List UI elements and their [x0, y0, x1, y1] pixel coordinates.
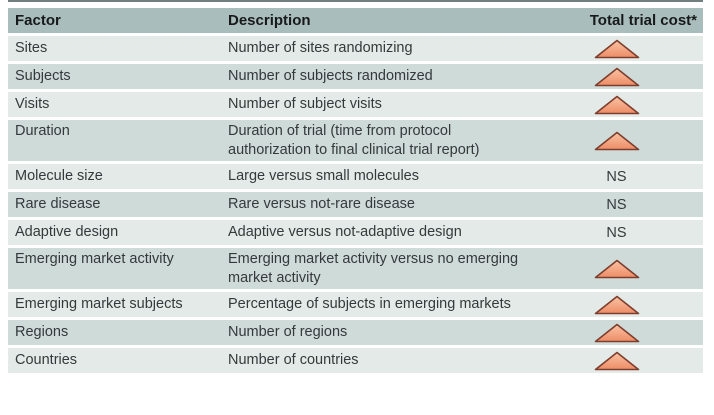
description-cell: Rare versus not-rare disease: [228, 192, 560, 217]
factor-cell: Duration: [15, 123, 70, 139]
table-row: Sites Number of sites randomizing: [8, 36, 703, 61]
description-text: Rare versus not-rare disease: [228, 196, 415, 212]
table-row: Molecule size Large versus small molecul…: [8, 164, 703, 189]
factor-cell: Countries: [15, 352, 78, 368]
description-text: Number of subject visits: [228, 96, 382, 112]
table-row: Subjects Number of subjects randomized: [8, 64, 703, 89]
description-cell: Large versus small molecules: [228, 164, 560, 189]
table-header-row: Factor Description Total trial cost*: [8, 8, 703, 33]
cost-increase-triangle-icon: [594, 259, 639, 278]
table-row: Rare disease Rare versus not-rare diseas…: [8, 192, 703, 217]
cost-cell: [560, 348, 703, 373]
description-cell: Number of countries: [228, 348, 560, 373]
cost-cell: [560, 292, 703, 317]
table-row: Countries Number of countries: [8, 348, 703, 373]
cost-cell: [560, 92, 703, 117]
description-text: Percentage of subjects in emerging marke…: [228, 296, 511, 312]
description-cell: Number of sites randomizing: [228, 36, 560, 61]
factor-cell: Visits: [15, 96, 50, 112]
cost-cell: [560, 320, 703, 345]
factor-cell: Adaptive design: [15, 224, 119, 240]
description-cell: Number of subject visits: [228, 92, 560, 117]
cost-increase-triangle-icon: [594, 351, 639, 370]
header-description: Description: [228, 12, 311, 29]
cost-cell: [560, 120, 703, 161]
factor-cell: Molecule size: [15, 168, 103, 184]
ns-label: NS: [606, 168, 627, 185]
description-text: Adaptive versus not-adaptive design: [228, 224, 462, 240]
factor-cell: Regions: [15, 324, 69, 340]
factor-cell: Emerging market subjects: [15, 296, 183, 312]
factor-cell: Emerging market activity: [15, 251, 174, 267]
table-row: Emerging market subjects Percentage of s…: [8, 292, 703, 317]
description-text: Number of regions: [228, 324, 348, 340]
description-text: Number of sites randomizing: [228, 40, 413, 56]
description-cell: Adaptive versus not-adaptive design: [228, 220, 560, 245]
description-cell: Number of regions: [228, 320, 560, 345]
cost-cell: [560, 36, 703, 61]
cost-increase-triangle-icon: [594, 95, 639, 114]
description-cell: Percentage of subjects in emerging marke…: [228, 292, 560, 317]
description-cell: Number of subjects randomized: [228, 64, 560, 89]
trial-cost-factors-table: Factor Description Total trial cost* Sit…: [8, 0, 703, 376]
cost-cell: [560, 248, 703, 289]
cost-cell: NS: [560, 220, 703, 245]
cost-cell: NS: [560, 192, 703, 217]
description-cell: Emerging market activity versus no emerg…: [228, 248, 560, 289]
ns-label: NS: [606, 196, 627, 213]
description-text: Emerging market activity versus no emerg…: [228, 251, 519, 286]
cost-cell: NS: [560, 164, 703, 189]
ns-label: NS: [606, 224, 627, 241]
cost-increase-triangle-icon: [594, 323, 639, 342]
description-text: Duration of trial (time from protocol au…: [228, 123, 480, 158]
header-factor: Factor: [15, 12, 61, 29]
factor-cell: Subjects: [15, 68, 71, 84]
header-total-trial-cost: Total trial cost*: [589, 12, 697, 29]
cost-cell: [560, 64, 703, 89]
cost-increase-triangle-icon: [594, 67, 639, 86]
factor-cell: Sites: [15, 40, 48, 56]
table-row: Regions Number of regions: [8, 320, 703, 345]
table-row: Emerging market activity Emerging market…: [8, 248, 703, 289]
description-text: Number of countries: [228, 352, 359, 368]
table-row: Visits Number of subject visits: [8, 92, 703, 117]
cost-increase-triangle-icon: [594, 295, 639, 314]
factor-cell: Rare disease: [15, 196, 101, 212]
table-row: Adaptive design Adaptive versus not-adap…: [8, 220, 703, 245]
table-row: Duration Duration of trial (time from pr…: [8, 120, 703, 161]
table-top-rule: [8, 0, 703, 2]
cost-increase-triangle-icon: [594, 131, 639, 150]
description-text: Large versus small molecules: [228, 168, 419, 184]
description-cell: Duration of trial (time from protocol au…: [228, 120, 560, 161]
description-text: Number of subjects randomized: [228, 68, 433, 84]
cost-increase-triangle-icon: [594, 39, 639, 58]
